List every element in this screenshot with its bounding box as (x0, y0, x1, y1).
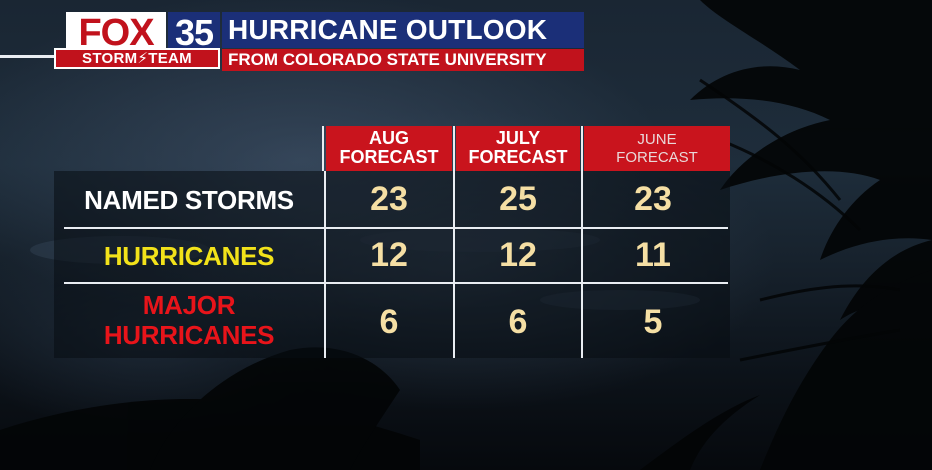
page-subtitle: FROM COLORADO STATE UNIVERSITY (222, 49, 584, 71)
column-header-line1: JULY (495, 128, 541, 148)
station-logo: FOX 35 STORM⚡TEAM (54, 12, 220, 69)
row-label-major-hurricanes: MAJOR HURRICANES (54, 290, 324, 350)
logo-fox-text: FOX (66, 12, 166, 54)
value-cell: 11 (635, 236, 671, 274)
value-cell: 12 (370, 236, 408, 274)
column-header-line2: FORECAST (339, 147, 439, 167)
logo-storm-team: STORM⚡TEAM (54, 48, 220, 69)
header-divider (581, 126, 583, 171)
value-cell: 23 (634, 180, 672, 218)
column-divider (453, 171, 455, 358)
row-label-text: MAJOR (142, 290, 236, 320)
column-header-july: JULY FORECAST (456, 126, 580, 171)
row-label-text: NAMED STORMS (84, 185, 294, 215)
column-divider (324, 171, 326, 358)
column-header-line2: FORECAST (616, 149, 698, 166)
row-label-text: HURRICANES (103, 320, 275, 350)
column-header-june: JUNE FORECAST (584, 126, 730, 171)
row-label-hurricanes: HURRICANES (54, 241, 324, 272)
row-label-text: HURRICANES (103, 241, 275, 271)
value-cell: 12 (499, 236, 537, 274)
column-divider (581, 171, 583, 358)
column-header-line1: AUG (369, 128, 409, 148)
column-header-line1: JUNE (637, 131, 677, 148)
column-header-aug: AUG FORECAST (326, 126, 452, 171)
logo-channel-number: 35 (168, 12, 220, 54)
column-header-line2: FORECAST (468, 147, 568, 167)
forecast-table (54, 171, 730, 358)
header-divider (322, 126, 324, 171)
value-cell: 23 (370, 180, 408, 218)
header-divider (453, 126, 455, 171)
header-rule (0, 55, 54, 58)
header: FOX 35 STORM⚡TEAM HURRICANE OUTLOOK FROM… (0, 0, 932, 80)
value-cell: 6 (508, 303, 528, 341)
row-label-named-storms: NAMED STORMS (54, 185, 324, 216)
value-cell: 6 (379, 303, 399, 341)
value-cell: 25 (499, 180, 537, 218)
row-divider (64, 282, 728, 284)
row-divider (64, 227, 728, 229)
page-title: HURRICANE OUTLOOK (222, 12, 584, 48)
value-cell: 5 (643, 303, 663, 341)
